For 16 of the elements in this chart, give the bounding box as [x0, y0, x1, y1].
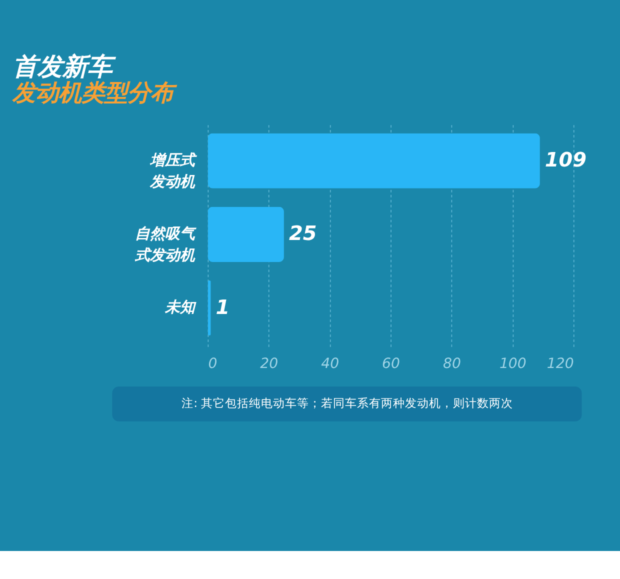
x-tick-label: 100 [499, 356, 526, 372]
y-tick-label: 自然吸气式发动机 [134, 224, 197, 264]
chart-subtitle: 发动机类型分布 [11, 80, 178, 107]
y-tick-label: 增压式发动机 [148, 150, 198, 191]
data-label: 25 [288, 221, 317, 246]
data-label: 1 [216, 294, 230, 319]
y-tick-label: 未知 [164, 298, 197, 316]
text: 注: 其它包括纯电动车等；若同车系有两种发动机，则计数两次 [182, 396, 514, 410]
x-tick-label: 40 [321, 356, 340, 372]
x-tick-label: 60 [382, 356, 400, 372]
x-tick-label: 0 [208, 356, 218, 372]
x-tick-label: 20 [260, 356, 278, 372]
chart-title: 首发新车 [12, 52, 116, 81]
x-tick-label: 120 [546, 356, 574, 372]
x-tick-label: 80 [442, 356, 461, 372]
data-label: 109 [544, 148, 587, 172]
